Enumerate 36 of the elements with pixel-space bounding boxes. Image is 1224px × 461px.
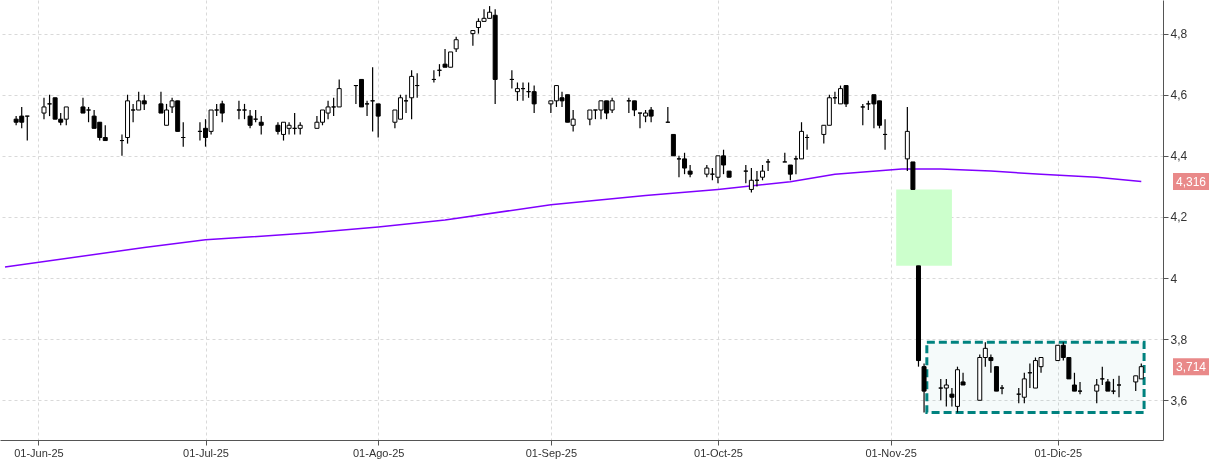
- y-tick-label: 3,6: [1170, 393, 1188, 408]
- candlestick: [236, 100, 242, 120]
- candlestick: [860, 103, 866, 126]
- x-tick-label: 01-Ago-25: [353, 446, 405, 459]
- candlestick: [409, 69, 415, 120]
- candlestick: [943, 378, 949, 407]
- y-tick-label: 4,2: [1170, 210, 1188, 225]
- y-tick-label: 3,8: [1170, 332, 1188, 347]
- text: 3,714: [1175, 359, 1207, 374]
- candlestick: [765, 158, 771, 172]
- candlestick: [670, 133, 676, 157]
- y-tick-label: 4,6: [1170, 88, 1188, 103]
- candlestick: [743, 164, 749, 184]
- candlestick: [470, 29, 476, 47]
- candlestick: [375, 103, 381, 139]
- x-tick-label: 01-Nov-25: [865, 446, 917, 459]
- candlestick: [1021, 372, 1027, 404]
- candlestick: [258, 115, 264, 136]
- x-tick-label: 01-Dic-25: [1034, 446, 1083, 459]
- candlestick: [1094, 378, 1100, 404]
- candlestick: [336, 78, 342, 108]
- x-tick-label: 01-Sep-25: [525, 446, 578, 459]
- y-tick-label: 4,8: [1170, 27, 1188, 42]
- x-tick-label: 01-Jul-25: [183, 446, 229, 459]
- x-tick-label: 01-Oct-25: [694, 446, 743, 459]
- x-tick-label: 01-Jun-25: [14, 446, 64, 459]
- text: 4,316: [1175, 174, 1207, 189]
- candlestick: [1116, 375, 1122, 398]
- line-series: [4, 168, 1143, 268]
- y-tick-label: 4,4: [1170, 149, 1188, 164]
- candlestick: [41, 97, 47, 120]
- candlestick: [219, 100, 225, 123]
- candlestick: [1099, 366, 1105, 386]
- y-tick-label: 4: [1170, 271, 1178, 286]
- candlestick: [687, 164, 693, 178]
- candlestick: [531, 84, 537, 114]
